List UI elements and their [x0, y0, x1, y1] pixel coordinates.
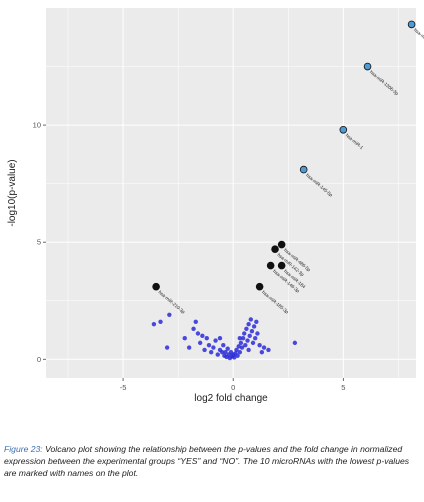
data-point — [240, 335, 246, 341]
highlight-point — [299, 165, 308, 174]
data-points — [151, 312, 298, 361]
highlight-point — [255, 282, 264, 291]
highlight-point — [363, 62, 372, 71]
highlight-point — [266, 261, 275, 270]
data-point — [225, 346, 230, 351]
data-point — [237, 350, 243, 355]
figure-caption: Figure 23: Volcano plot showing the rela… — [4, 443, 422, 479]
data-point — [238, 340, 244, 346]
x-tick-label: 0 — [231, 383, 235, 392]
highlight-point — [407, 20, 416, 29]
data-point — [182, 335, 187, 341]
data-point — [244, 326, 249, 332]
data-point — [213, 338, 218, 343]
data-point — [200, 333, 205, 339]
major-gridlines — [46, 8, 416, 378]
data-point — [239, 345, 245, 350]
data-point — [191, 326, 196, 332]
highlight-point — [339, 125, 348, 134]
plot-panel — [46, 8, 416, 378]
data-point — [195, 331, 201, 336]
data-point — [255, 331, 260, 336]
caption-text: Volcano plot showing the relationship be… — [4, 444, 410, 478]
x-tick-label: 5 — [341, 383, 345, 392]
data-point — [215, 352, 220, 357]
data-point — [246, 347, 251, 353]
data-point — [223, 350, 228, 355]
data-point — [254, 319, 259, 324]
data-point — [237, 335, 243, 341]
data-point — [261, 345, 267, 350]
data-point — [257, 343, 262, 348]
data-point — [232, 355, 237, 360]
data-point — [202, 347, 207, 353]
y-tick-label: 5 — [37, 238, 41, 247]
data-point — [251, 324, 257, 329]
data-point — [259, 350, 265, 355]
data-point — [245, 338, 250, 343]
highlight-point — [152, 282, 160, 291]
data-point — [217, 335, 223, 341]
data-point — [235, 353, 240, 358]
data-point — [193, 319, 198, 324]
data-point — [221, 343, 226, 348]
data-point — [242, 331, 247, 336]
data-point — [167, 312, 172, 317]
y-axis-ticks: 0 5 10 — [33, 121, 46, 364]
data-point — [236, 344, 241, 349]
data-point — [248, 317, 254, 322]
data-point — [246, 321, 251, 327]
highlight-point — [271, 245, 279, 254]
data-point — [219, 350, 225, 355]
data-point — [234, 347, 239, 353]
data-point — [208, 350, 214, 355]
x-axis-ticks: -5 0 5 — [120, 378, 345, 392]
data-point — [292, 340, 298, 346]
data-point — [247, 333, 252, 339]
highlight-point — [277, 240, 286, 249]
data-point — [151, 321, 157, 327]
data-point — [211, 345, 216, 350]
y-axis-label: -log10(p-value) — [7, 159, 18, 226]
data-point — [206, 343, 212, 348]
y-tick-label: 0 — [37, 355, 41, 364]
data-point — [266, 347, 271, 353]
x-tick-label: -5 — [120, 383, 127, 392]
caption-label: Figure 23: — [4, 444, 43, 454]
data-point — [164, 345, 170, 350]
data-point — [204, 335, 209, 341]
minor-gridlines — [46, 8, 416, 378]
data-point — [249, 328, 255, 334]
data-point — [250, 340, 256, 346]
data-point — [243, 343, 248, 348]
data-point — [158, 319, 163, 324]
y-tick-label: 10 — [33, 121, 41, 130]
highlight-point — [277, 261, 286, 270]
x-axis-label: log2 fold change — [194, 393, 268, 404]
data-point — [253, 335, 258, 341]
data-point — [197, 340, 203, 346]
data-point — [186, 345, 192, 350]
